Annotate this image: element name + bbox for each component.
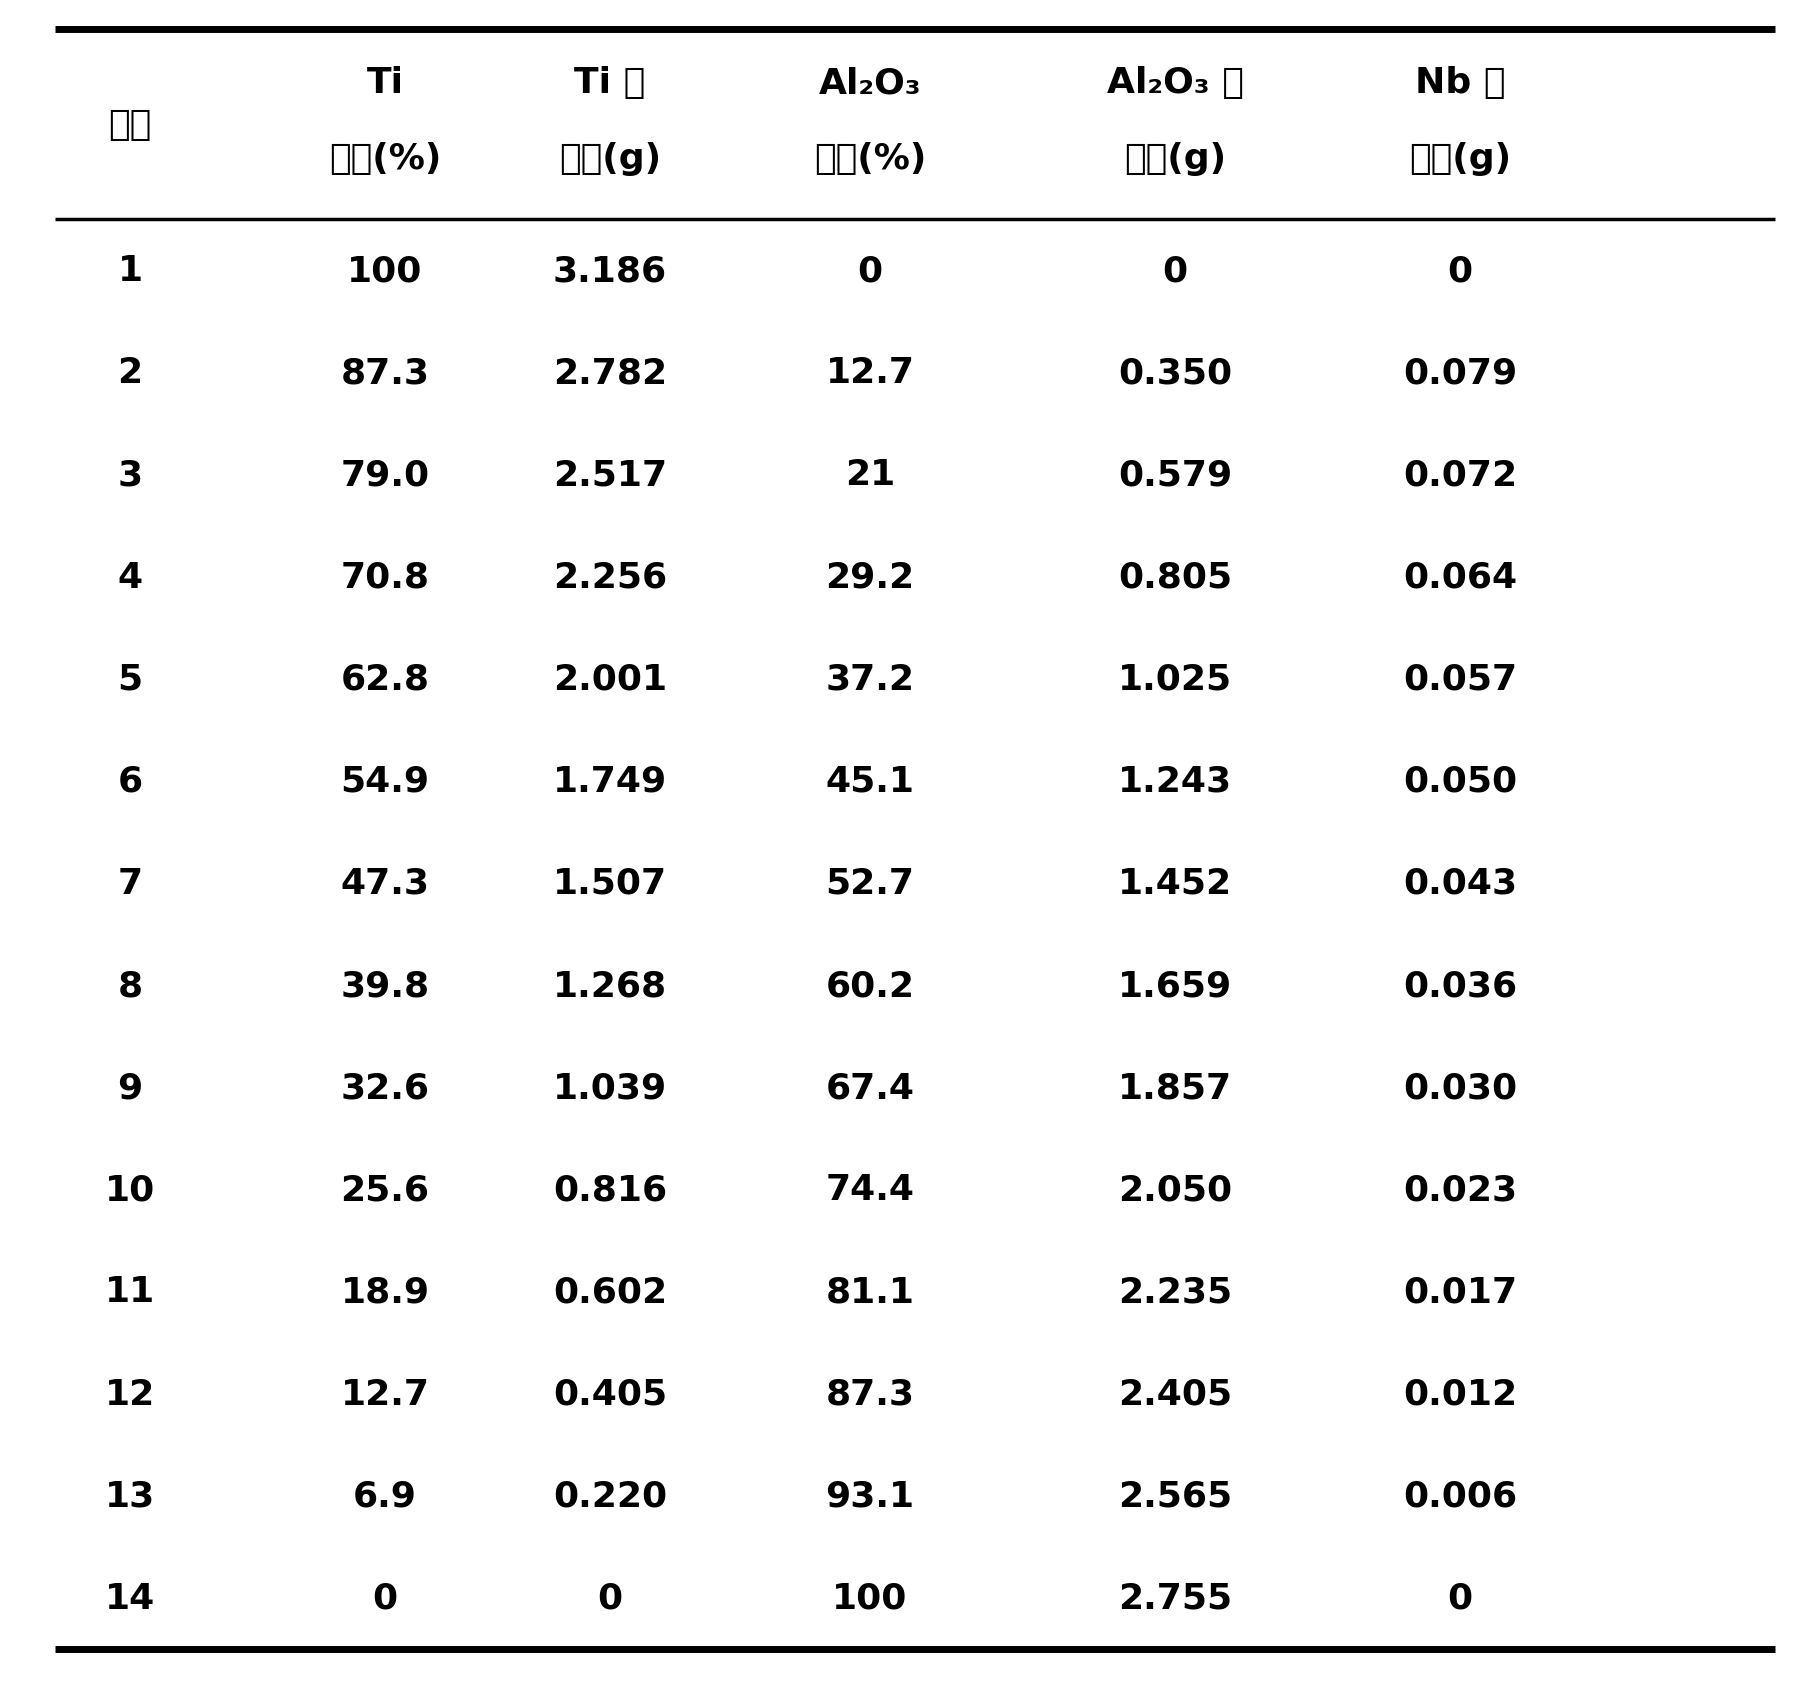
Text: 5: 5	[118, 662, 142, 696]
Text: 1.507: 1.507	[553, 866, 668, 900]
Text: 2.050: 2.050	[1119, 1172, 1231, 1206]
Text: 93.1: 93.1	[826, 1480, 915, 1513]
Text: 0: 0	[857, 253, 882, 287]
Text: Ti 的: Ti 的	[575, 66, 646, 100]
Text: 1.749: 1.749	[553, 765, 668, 799]
Text: 6: 6	[118, 765, 142, 799]
Text: 70.8: 70.8	[340, 561, 429, 595]
Text: 10: 10	[106, 1172, 155, 1206]
Text: 1: 1	[118, 253, 142, 287]
Text: 2.565: 2.565	[1119, 1480, 1231, 1513]
Text: Nb 的: Nb 的	[1415, 66, 1506, 100]
Text: 39.8: 39.8	[340, 968, 429, 1003]
Text: 7: 7	[118, 866, 142, 900]
Text: 0.036: 0.036	[1402, 968, 1517, 1003]
Text: 25.6: 25.6	[340, 1172, 429, 1206]
Text: 100: 100	[833, 1581, 908, 1615]
Text: 62.8: 62.8	[340, 662, 429, 696]
Text: 11: 11	[106, 1275, 155, 1309]
Text: 2.235: 2.235	[1119, 1275, 1231, 1309]
Text: 0.064: 0.064	[1402, 561, 1517, 595]
Text: 0.072: 0.072	[1402, 458, 1517, 491]
Text: 2.755: 2.755	[1119, 1581, 1231, 1615]
Text: 层数: 层数	[109, 108, 151, 142]
Text: 47.3: 47.3	[340, 866, 429, 900]
Text: 45.1: 45.1	[826, 765, 915, 799]
Text: 2: 2	[118, 356, 142, 390]
Text: 0.405: 0.405	[553, 1377, 668, 1410]
Text: 60.2: 60.2	[826, 968, 915, 1003]
Text: 0.602: 0.602	[553, 1275, 668, 1309]
Text: 1.452: 1.452	[1119, 866, 1231, 900]
Text: 1.857: 1.857	[1119, 1071, 1231, 1105]
Text: 74.4: 74.4	[826, 1172, 915, 1206]
Text: 1.039: 1.039	[553, 1071, 668, 1105]
Text: 0: 0	[373, 1581, 398, 1615]
Text: 0: 0	[597, 1581, 622, 1615]
Text: 0: 0	[1448, 253, 1473, 287]
Text: 13: 13	[106, 1480, 155, 1513]
Text: 3: 3	[118, 458, 142, 491]
Text: 质量(g): 质量(g)	[1124, 142, 1226, 176]
Text: 2.001: 2.001	[553, 662, 668, 696]
Text: 14: 14	[106, 1581, 155, 1615]
Text: 含量(%): 含量(%)	[813, 142, 926, 176]
Text: Al₂O₃: Al₂O₃	[819, 66, 920, 100]
Text: 18.9: 18.9	[340, 1275, 429, 1309]
Text: 87.3: 87.3	[826, 1377, 915, 1410]
Text: Al₂O₃ 的: Al₂O₃ 的	[1106, 66, 1244, 100]
Text: 0.006: 0.006	[1402, 1480, 1517, 1513]
Text: 0.079: 0.079	[1402, 356, 1517, 390]
Text: 81.1: 81.1	[826, 1275, 915, 1309]
Text: 1.659: 1.659	[1119, 968, 1231, 1003]
Text: 9: 9	[118, 1071, 142, 1105]
Text: 0.043: 0.043	[1402, 866, 1517, 900]
Text: 0.023: 0.023	[1402, 1172, 1517, 1206]
Text: 100: 100	[347, 253, 422, 287]
Text: 2.256: 2.256	[553, 561, 668, 595]
Text: 0.220: 0.220	[553, 1480, 668, 1513]
Text: 0.805: 0.805	[1119, 561, 1231, 595]
Text: 12.7: 12.7	[826, 356, 915, 390]
Text: 6.9: 6.9	[353, 1480, 417, 1513]
Text: 87.3: 87.3	[340, 356, 429, 390]
Text: 质量(g): 质量(g)	[1410, 142, 1512, 176]
Text: 12: 12	[106, 1377, 155, 1410]
Text: 0.816: 0.816	[553, 1172, 668, 1206]
Text: 含量(%): 含量(%)	[329, 142, 442, 176]
Text: 1.025: 1.025	[1119, 662, 1231, 696]
Text: 0.017: 0.017	[1402, 1275, 1517, 1309]
Text: 4: 4	[118, 561, 142, 595]
Text: 2.517: 2.517	[553, 458, 668, 491]
Text: 0.012: 0.012	[1402, 1377, 1517, 1410]
Text: 0.579: 0.579	[1119, 458, 1231, 491]
Text: 21: 21	[844, 458, 895, 491]
Text: 12.7: 12.7	[340, 1377, 429, 1410]
Text: 8: 8	[118, 968, 142, 1003]
Text: 54.9: 54.9	[340, 765, 429, 799]
Text: 67.4: 67.4	[826, 1071, 915, 1105]
Text: 32.6: 32.6	[340, 1071, 429, 1105]
Text: 0: 0	[1448, 1581, 1473, 1615]
Text: 52.7: 52.7	[826, 866, 915, 900]
Text: 0.030: 0.030	[1402, 1071, 1517, 1105]
Text: Ti: Ti	[366, 66, 404, 100]
Text: 37.2: 37.2	[826, 662, 915, 696]
Text: 0.057: 0.057	[1402, 662, 1517, 696]
Text: 1.268: 1.268	[553, 968, 668, 1003]
Text: 质量(g): 质量(g)	[558, 142, 660, 176]
Text: 3.186: 3.186	[553, 253, 668, 287]
Text: 2.405: 2.405	[1119, 1377, 1231, 1410]
Text: 79.0: 79.0	[340, 458, 429, 491]
Text: 1.243: 1.243	[1119, 765, 1231, 799]
Text: 29.2: 29.2	[826, 561, 915, 595]
Text: 0.350: 0.350	[1119, 356, 1231, 390]
Text: 0.050: 0.050	[1402, 765, 1517, 799]
Text: 2.782: 2.782	[553, 356, 668, 390]
Text: 0: 0	[1162, 253, 1188, 287]
